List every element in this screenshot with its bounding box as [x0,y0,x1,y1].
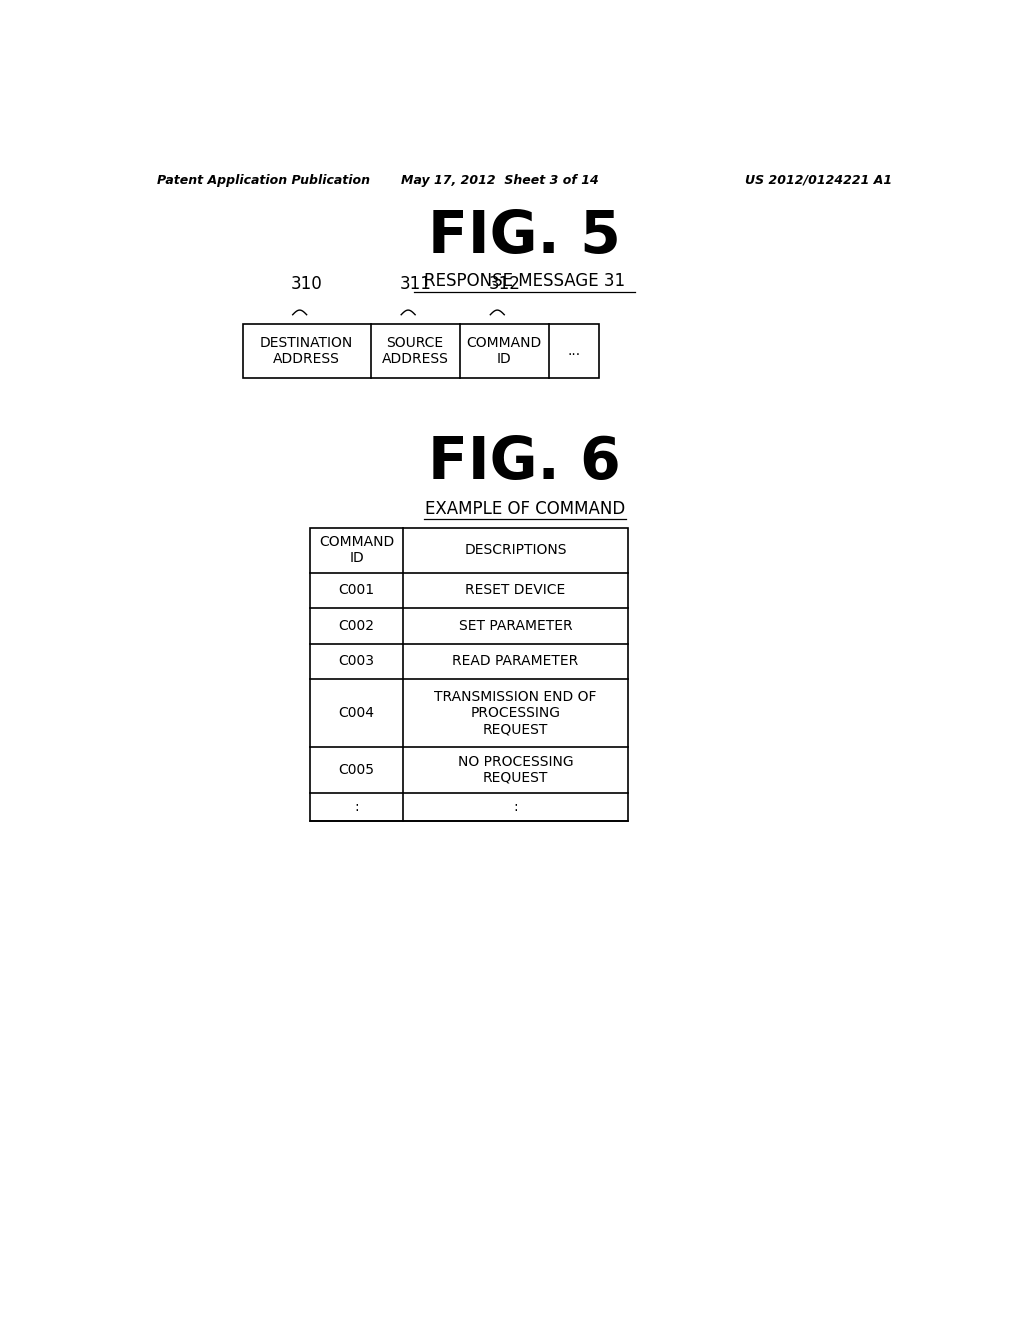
Text: COMMAND
ID: COMMAND ID [319,535,394,565]
Text: ...: ... [567,345,581,358]
Text: :: : [513,800,518,813]
Bar [310,528,628,821]
Text: Patent Application Publication: Patent Application Publication [158,174,371,187]
Text: DESTINATION
ADDRESS: DESTINATION ADDRESS [260,335,353,366]
Text: 312: 312 [488,275,520,293]
Text: EXAMPLE OF COMMAND: EXAMPLE OF COMMAND [425,499,625,517]
Text: READ PARAMETER: READ PARAMETER [453,655,579,668]
Text: NO PROCESSING
REQUEST: NO PROCESSING REQUEST [458,755,573,785]
Text: US 2012/0124221 A1: US 2012/0124221 A1 [745,174,892,187]
Text: RESET DEVICE: RESET DEVICE [465,583,565,598]
Text: SET PARAMETER: SET PARAMETER [459,619,572,632]
Text: May 17, 2012  Sheet 3 of 14: May 17, 2012 Sheet 3 of 14 [401,174,599,187]
Bar [243,323,599,378]
Text: C004: C004 [339,706,375,719]
Text: FIG. 6: FIG. 6 [428,434,622,491]
Text: COMMAND
ID: COMMAND ID [467,335,542,366]
Text: :: : [354,800,359,813]
Text: SOURCE
ADDRESS: SOURCE ADDRESS [382,335,449,366]
Text: RESPONSE MESSAGE 31: RESPONSE MESSAGE 31 [424,272,626,290]
Text: C005: C005 [339,763,375,776]
Text: TRANSMISSION END OF
PROCESSING
REQUEST: TRANSMISSION END OF PROCESSING REQUEST [434,689,597,737]
Text: DESCRIPTIONS: DESCRIPTIONS [464,544,566,557]
Text: 311: 311 [399,275,431,293]
Text: C001: C001 [339,583,375,598]
Text: C002: C002 [339,619,375,632]
Text: FIG. 5: FIG. 5 [428,209,622,265]
Text: 310: 310 [291,275,323,293]
Text: C003: C003 [339,655,375,668]
